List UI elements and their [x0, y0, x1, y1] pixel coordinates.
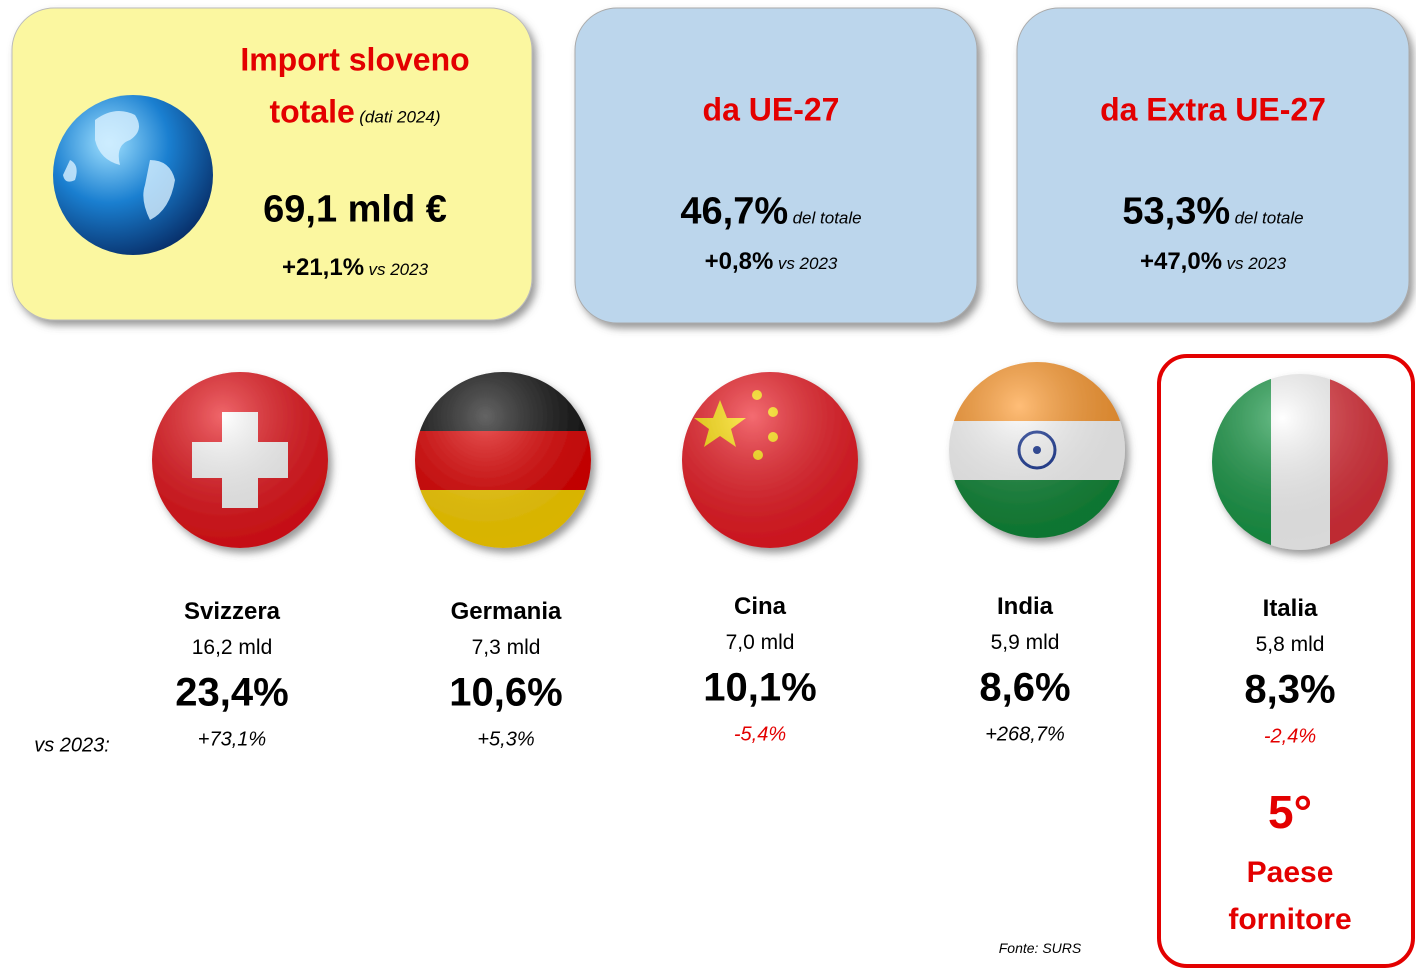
card-value: 69,1 mld € [263, 189, 447, 232]
card-change: +0,8% [705, 248, 774, 275]
country-name: Svizzera [184, 598, 280, 626]
country-share: 10,1% [703, 666, 816, 711]
country-change: -2,4% [1264, 726, 1316, 749]
country-amount: 5,9 mld [991, 631, 1060, 655]
rank: 5° [1268, 785, 1312, 839]
card-change: +47,0% [1140, 248, 1222, 275]
card-title: da Extra UE-27 [1100, 92, 1326, 129]
flag-china [682, 372, 858, 548]
page: Import sloveno totale (dati 2024) 69,1 m… [0, 0, 1416, 970]
country-share: 23,4% [175, 671, 288, 716]
flag-italy [1212, 374, 1390, 550]
country-change: -5,4% [734, 724, 786, 747]
card-change-note: vs 2023 [778, 254, 838, 273]
country-share: 8,3% [1244, 668, 1335, 713]
country-share: 8,6% [979, 666, 1070, 711]
card-change: +21,1% [282, 254, 364, 281]
card-title: da UE-27 [703, 92, 840, 129]
card-change-line: +0,8% vs 2023 [705, 248, 838, 276]
country-amount: 7,3 mld [472, 636, 541, 660]
card-change-line: +21,1% vs 2023 [282, 254, 428, 282]
globe-icon [53, 95, 213, 255]
source: Fonte: SURS [999, 940, 1081, 956]
country-amount: 16,2 mld [192, 636, 273, 660]
card-note: (dati 2024) [359, 108, 440, 127]
country-name: Germania [451, 598, 562, 626]
country-amount: 5,8 mld [1256, 633, 1325, 657]
card-title: Import sloveno [240, 42, 469, 79]
country-name: India [997, 593, 1053, 621]
country-name: Cina [734, 593, 786, 621]
country-share: 10,6% [449, 671, 562, 716]
country-change: +73,1% [198, 729, 266, 752]
card-value-note: del totale [1235, 209, 1304, 228]
country-change: +5,3% [477, 729, 534, 752]
card-value: 46,7% [680, 191, 788, 233]
graphics [0, 0, 1416, 970]
rank-label: fornitore [1228, 903, 1351, 937]
card-value: 53,3% [1122, 191, 1230, 233]
card-value-note: del totale [793, 209, 862, 228]
card-title-line: totale (dati 2024) [269, 94, 440, 131]
country-amount: 7,0 mld [726, 631, 795, 655]
card-change-note: vs 2023 [368, 260, 428, 279]
card-change-line: +47,0% vs 2023 [1140, 248, 1286, 276]
card-value-line: 46,7% del totale [680, 191, 861, 234]
card-value-line: 53,3% del totale [1122, 191, 1303, 234]
flag-india [949, 362, 1125, 540]
vs-label: vs 2023: [34, 735, 110, 758]
rank-label: Paese [1247, 856, 1334, 890]
card-title: totale [269, 94, 354, 130]
card-change-note: vs 2023 [1226, 254, 1286, 273]
country-name: Italia [1263, 595, 1318, 623]
flag-switzerland [152, 372, 328, 548]
flag-germany [415, 372, 591, 550]
country-change: +268,7% [985, 724, 1065, 747]
